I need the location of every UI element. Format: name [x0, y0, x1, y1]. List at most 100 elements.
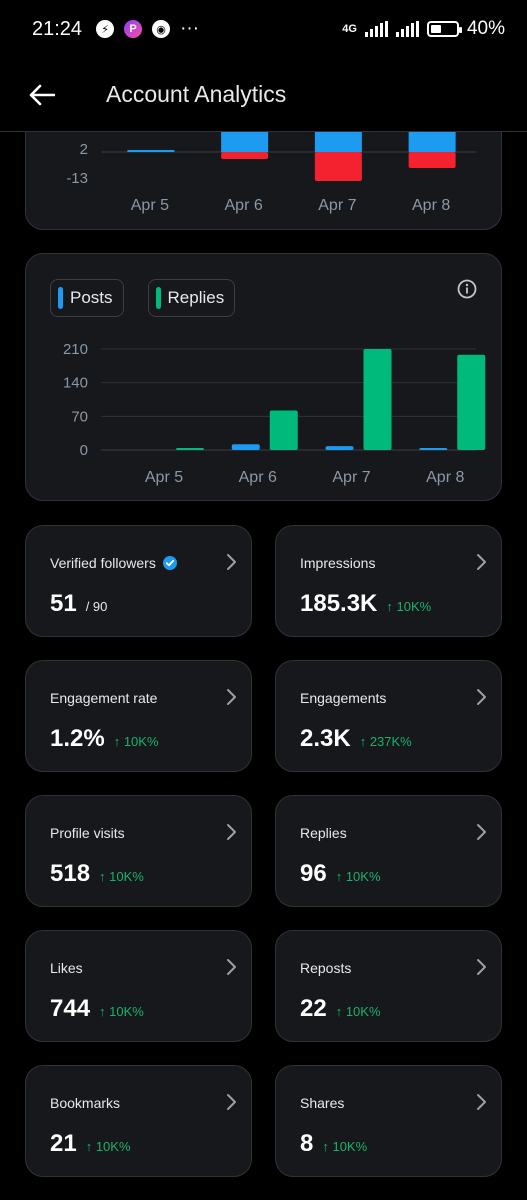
x-tick-label: Apr 7: [332, 469, 370, 486]
stat-change: ↑ 237K%: [359, 734, 412, 749]
more-notifications-icon: ···: [180, 18, 200, 39]
stat-change: ↑ 10K%: [335, 869, 381, 884]
bar-posts: [325, 446, 354, 450]
stat-value: 96: [300, 860, 327, 887]
legend-posts[interactable]: Posts: [50, 279, 124, 317]
bar-negative: [408, 152, 456, 168]
stat-card-likes[interactable]: Likes 744 ↑ 10K%: [25, 930, 252, 1042]
stat-value: 8: [300, 1130, 314, 1157]
bar-replies: [457, 354, 486, 450]
stat-label-text: Likes: [50, 960, 83, 976]
stat-label: Reposts: [300, 960, 351, 976]
back-button[interactable]: [0, 58, 84, 132]
stat-label: Impressions: [300, 555, 375, 571]
stat-card-impressions[interactable]: Impressions 185.3K ↑ 10K%: [275, 525, 502, 637]
stat-value-row: 1.2% ↑ 10K%: [50, 725, 159, 753]
info-icon: [457, 279, 477, 299]
stat-label: Likes: [50, 960, 83, 976]
stat-card-replies[interactable]: Replies 96 ↑ 10K%: [275, 795, 502, 907]
stat-card-engagements[interactable]: Engagements 2.3K ↑ 237K%: [275, 660, 502, 772]
stat-label-text: Verified followers: [50, 555, 156, 571]
page-title: Account Analytics: [106, 81, 287, 107]
info-button[interactable]: [457, 279, 477, 304]
chevron-right-icon: [477, 1094, 486, 1110]
stat-card-verified-followers[interactable]: Verified followers 51 / 90: [25, 525, 252, 637]
picsart-icon: P: [124, 20, 143, 38]
stat-card-engagement-rate[interactable]: Engagement rate 1.2% ↑ 10K%: [25, 660, 252, 772]
stat-value: 2.3K: [300, 725, 351, 752]
bar-negative: [221, 152, 269, 159]
stat-value: 744: [50, 995, 91, 1022]
stat-value: 518: [50, 860, 91, 887]
legend-replies-label: Replies: [167, 288, 225, 307]
y-tick-label: 140: [63, 375, 88, 392]
arrow-left-icon: [29, 84, 55, 105]
stat-value-row: 8 ↑ 10K%: [300, 1130, 367, 1158]
stat-value: 22: [300, 995, 327, 1022]
posts-swatch: [58, 287, 63, 309]
stat-card-reposts[interactable]: Reposts 22 ↑ 10K%: [275, 930, 502, 1042]
verified-badge-icon: [162, 556, 177, 570]
stat-label-text: Engagements: [300, 690, 387, 706]
legend-replies[interactable]: Replies: [147, 279, 236, 317]
messenger-icon: ⚡: [96, 20, 115, 38]
stat-change: ↑ 10K%: [322, 1139, 368, 1154]
stat-value: 21: [50, 1130, 77, 1157]
stat-value: 51: [50, 590, 77, 617]
stat-label: Verified followers: [50, 555, 178, 571]
stat-label: Bookmarks: [50, 1095, 120, 1111]
x-tick-label: Apr 8: [412, 197, 450, 214]
bar-negative: [314, 152, 362, 181]
activity-chart: Posts Replies 0 70 140 210 Apr 5 Apr 6 Apr 7 Ap…: [25, 253, 502, 501]
stat-label-text: Impressions: [300, 555, 376, 571]
x-tick-label: Apr 7: [318, 197, 356, 214]
x-tick-label: Apr 5: [145, 469, 183, 486]
stat-label-text: Profile visits: [50, 825, 125, 841]
x-tick-label: Apr 6: [225, 197, 263, 214]
stat-label-text: Replies: [300, 825, 347, 841]
stat-value-row: 185.3K ↑ 10K%: [300, 590, 431, 618]
bar-posts: [419, 448, 448, 450]
stat-card-profile-visits[interactable]: Profile visits 518 ↑ 10K%: [25, 795, 252, 907]
bar-posts: [231, 444, 260, 450]
stat-value-row: 21 ↑ 10K%: [50, 1130, 131, 1158]
chevron-right-icon: [477, 554, 486, 570]
chevron-right-icon: [227, 1094, 236, 1110]
twitter-icon: ◉: [152, 20, 171, 38]
signal-icon-2: [395, 21, 419, 37]
stat-label: Shares: [300, 1095, 344, 1111]
chevron-right-icon: [227, 959, 236, 975]
stat-change: ↑ 10K%: [113, 734, 159, 749]
stat-card-shares[interactable]: Shares 8 ↑ 10K%: [275, 1065, 502, 1177]
y-tick-label: -13: [66, 170, 88, 187]
legend-posts-label: Posts: [70, 288, 113, 307]
chevron-right-icon: [227, 554, 236, 570]
bar-replies: [269, 410, 298, 450]
stat-card-bookmarks[interactable]: Bookmarks 21 ↑ 10K%: [25, 1065, 252, 1177]
stat-label: Engagements: [300, 690, 386, 706]
stat-value-row: 744 ↑ 10K%: [50, 995, 144, 1023]
replies-swatch: [155, 287, 161, 309]
y-tick-label: 70: [71, 408, 88, 425]
y-tick-label: 0: [80, 442, 88, 459]
stat-label-text: Engagement rate: [50, 690, 158, 706]
y-tick-label: 2: [80, 141, 88, 158]
chevron-right-icon: [477, 959, 486, 975]
stat-label: Profile visits: [50, 825, 125, 841]
stat-change: ↑ 10K%: [335, 1004, 381, 1019]
stat-change: ↑ 10K%: [99, 1004, 144, 1019]
stat-value: 185.3K: [300, 590, 378, 617]
activity-chart-svg: 0 70 140 210 Apr 5 Apr 6 Apr 7 Apr 8: [63, 341, 486, 486]
x-tick-label: Apr 8: [426, 469, 464, 486]
bar-positive: [127, 150, 175, 152]
stat-change: ↑ 10K%: [99, 869, 144, 884]
status-bar: 21:24 ⚡ P ◉ ··· 4G 40%: [0, 0, 527, 58]
x-tick-label: Apr 6: [239, 469, 277, 486]
bar-replies: [176, 448, 204, 450]
stat-change: ↑ 10K%: [386, 599, 432, 614]
stat-value: 1.2%: [50, 725, 105, 752]
stat-change: ↑ 10K%: [85, 1139, 131, 1154]
x-tick-label: Apr 5: [131, 197, 169, 214]
stat-label: Replies: [300, 825, 347, 841]
y-tick-label: 210: [63, 341, 88, 358]
